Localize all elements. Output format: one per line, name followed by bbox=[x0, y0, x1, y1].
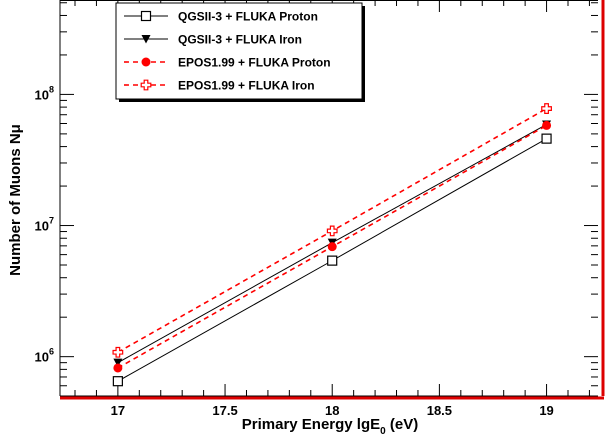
legend-entry: EPOS1.99 + FLUKA Proton bbox=[124, 56, 331, 70]
y-tick-label: 107 bbox=[35, 216, 54, 234]
series-4 bbox=[112, 103, 552, 358]
x-tick-label: 18 bbox=[325, 403, 339, 418]
axes-layer: 17 17.5 18 18.5 19 106 107 108 bbox=[35, 0, 605, 418]
series-layer bbox=[112, 103, 552, 387]
data-point bbox=[327, 255, 338, 266]
legend-marker bbox=[140, 10, 152, 22]
legend-entry: QGSII-3 + FLUKA Iron bbox=[124, 33, 302, 47]
legend-label: QGSII-3 + FLUKA Proton bbox=[178, 10, 318, 24]
series-1 bbox=[112, 133, 552, 387]
legend-entry: EPOS1.99 + FLUKA Iron bbox=[124, 79, 315, 93]
x-tick-label: 17.5 bbox=[212, 403, 237, 418]
y-tick-label: 108 bbox=[35, 84, 54, 102]
data-point bbox=[113, 363, 123, 373]
legend: QGSII-3 + FLUKA Proton QGSII-3 + FLUKA Ir… bbox=[115, 2, 365, 102]
legend-label: EPOS1.99 + FLUKA Iron bbox=[178, 79, 315, 93]
legend-marker bbox=[141, 35, 151, 44]
y-axis-title: Number of Muons Nμ bbox=[7, 124, 24, 276]
data-point bbox=[542, 120, 552, 130]
legend-box bbox=[115, 2, 363, 100]
y-tick-label: 106 bbox=[35, 347, 54, 365]
data-point bbox=[112, 346, 124, 358]
data-point bbox=[327, 242, 337, 252]
data-point bbox=[326, 225, 338, 237]
series-3 bbox=[113, 120, 552, 373]
x-tick-label: 18.5 bbox=[427, 403, 452, 418]
legend-label: EPOS1.99 + FLUKA Proton bbox=[178, 56, 331, 70]
legend-label: QGSII-3 + FLUKA Iron bbox=[178, 33, 302, 47]
data-point bbox=[541, 103, 552, 114]
x-tick-label: 19 bbox=[539, 403, 553, 418]
legend-marker bbox=[140, 79, 152, 91]
data-point bbox=[113, 358, 123, 368]
data-point bbox=[112, 376, 123, 387]
legend-marker bbox=[141, 57, 151, 67]
legend-entry: QGSII-3 + FLUKA Proton bbox=[124, 10, 318, 24]
data-point bbox=[541, 133, 552, 144]
x-axis-title: Primary Energy lgE0 (eV) bbox=[242, 416, 418, 437]
x-tick-label: 17 bbox=[111, 403, 125, 418]
